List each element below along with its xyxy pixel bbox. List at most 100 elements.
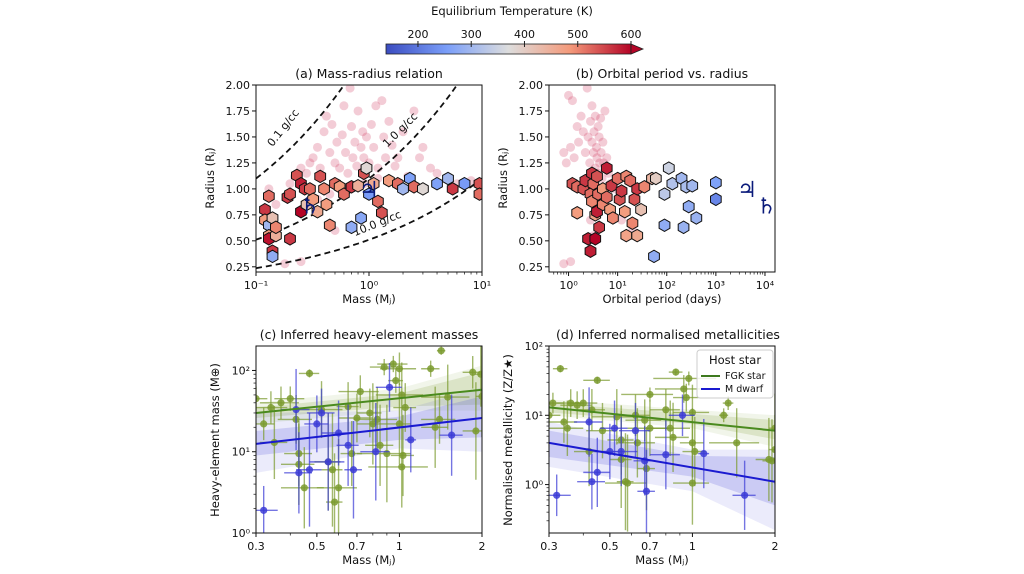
axes-frame bbox=[255, 345, 483, 534]
fgk-data-point bbox=[401, 403, 409, 412]
mdwarf-data-point bbox=[642, 487, 651, 495]
hot-jupiter-point bbox=[590, 111, 600, 121]
mdwarf-data-point bbox=[631, 427, 640, 435]
mdwarf-data-point bbox=[553, 491, 561, 499]
x-tick-label: 1 bbox=[689, 540, 696, 553]
hot-jupiter-point bbox=[366, 119, 376, 129]
planet-hexagon bbox=[624, 173, 637, 188]
y-tick-label: 1.75 bbox=[226, 105, 251, 118]
legend-mdwarf-label: M dwarf bbox=[725, 384, 764, 395]
mdwarf-confidence-band bbox=[549, 430, 775, 506]
hot-jupiter-point bbox=[358, 127, 368, 137]
x-tick-label: 10⁻¹ bbox=[244, 279, 268, 292]
fgk-data-point bbox=[672, 368, 680, 376]
hot-jupiter-point bbox=[339, 101, 349, 111]
fgk-data-point bbox=[334, 484, 343, 492]
x-tick-label: 10² bbox=[658, 279, 676, 292]
planet-hexagon bbox=[710, 175, 722, 190]
mdwarf-data-point bbox=[610, 424, 619, 432]
hot-jupiter-point bbox=[594, 132, 604, 142]
hot-jupiter-point bbox=[585, 158, 595, 168]
hot-jupiter-point bbox=[582, 85, 592, 93]
hot-jupiter-point bbox=[350, 137, 360, 147]
fgk-data-point bbox=[444, 393, 452, 401]
fgk-data-point bbox=[666, 424, 674, 432]
fgk-data-point bbox=[593, 376, 601, 384]
hot-jupiter-point bbox=[302, 168, 312, 178]
hot-jupiter-point bbox=[415, 153, 425, 163]
hot-jupiter-point bbox=[271, 199, 281, 209]
hot-jupiter-point bbox=[327, 119, 337, 129]
panel-d-xlabel: Mass (Mⱼ) bbox=[635, 553, 689, 567]
colorbar-label: Equilibrium Temperature (K) bbox=[431, 4, 593, 18]
hot-jupiter-point bbox=[574, 137, 584, 147]
planet-hexagon bbox=[263, 189, 275, 203]
fgk-data-point bbox=[646, 390, 654, 399]
hot-jupiter-point bbox=[583, 132, 593, 142]
hot-jupiter-point bbox=[381, 153, 391, 163]
planet-hexagon bbox=[589, 232, 602, 246]
hot-jupiter-point bbox=[602, 153, 612, 163]
hot-jupiter-point bbox=[596, 148, 606, 158]
planet-hexagon bbox=[677, 220, 690, 235]
fgk-data-point bbox=[685, 374, 693, 383]
hot-jupiter-point bbox=[337, 130, 347, 140]
planet-hexagon bbox=[408, 180, 420, 194]
mdwarf-fit-line bbox=[549, 441, 775, 483]
fgk-data-point bbox=[353, 414, 361, 422]
fgk-data-point bbox=[435, 415, 444, 423]
mdwarf-data-point bbox=[593, 468, 601, 476]
fgk-data-point bbox=[469, 368, 477, 376]
fgk-data-point bbox=[669, 433, 677, 441]
planet-hexagon bbox=[397, 182, 409, 196]
fgk-fit-line bbox=[256, 388, 482, 414]
fgk-data-point bbox=[427, 365, 435, 373]
planet-hexagon bbox=[662, 161, 675, 175]
planet-hexagon bbox=[648, 249, 660, 264]
panel-a-xlabel: Mass (Mⱼ) bbox=[342, 292, 396, 306]
fgk-data-point bbox=[267, 403, 275, 412]
hot-jupiter-point bbox=[315, 163, 325, 173]
fgk-data-point bbox=[682, 393, 690, 402]
hot-jupiter-point bbox=[559, 148, 569, 158]
fgk-data-point bbox=[398, 391, 406, 399]
fgk-data-point bbox=[720, 411, 728, 419]
panel-b-xlabel: Orbital period (days) bbox=[602, 292, 721, 306]
hot-jupiter-point bbox=[564, 90, 574, 100]
y-tick-label: 1.00 bbox=[519, 183, 544, 196]
planet-hexagon bbox=[446, 182, 459, 196]
hot-jupiter-point bbox=[561, 158, 571, 168]
fgk-data-point bbox=[277, 399, 285, 407]
hot-jupiter-point bbox=[321, 111, 331, 121]
panel-d-ylabel: Normalised metallicity (Z/Z★) bbox=[501, 354, 515, 526]
mdwarf-data-point bbox=[407, 436, 415, 444]
fgk-data-point bbox=[383, 449, 391, 458]
fgk-data-point bbox=[768, 457, 775, 465]
density-line bbox=[256, 177, 482, 270]
y-tick-label: 1.75 bbox=[519, 105, 544, 118]
mdwarf-data-point bbox=[344, 441, 352, 449]
y-tick-label: 0.50 bbox=[519, 235, 544, 248]
hot-jupiter-point bbox=[325, 148, 335, 158]
y-tick-label: 0.50 bbox=[226, 235, 251, 248]
y-tick-label: 2.00 bbox=[519, 79, 544, 92]
hot-jupiter-point bbox=[352, 161, 362, 171]
hot-jupiter-point bbox=[425, 163, 435, 173]
y-tick-label: 10⁰ bbox=[232, 527, 251, 540]
x-tick-label: 0.7 bbox=[348, 540, 366, 553]
planet-hexagon bbox=[458, 176, 471, 191]
y-tick-label: 1.50 bbox=[226, 131, 251, 144]
panel-a-title: (a) Mass-radius relation bbox=[295, 66, 443, 81]
mdwarf-data-point bbox=[317, 409, 326, 417]
hot-jupiter-point bbox=[390, 161, 400, 171]
hot-jupiter-point bbox=[578, 127, 588, 137]
planet-hexagon bbox=[376, 206, 388, 220]
hot-jupiter-point bbox=[588, 148, 598, 158]
hot-jupiter-point bbox=[384, 116, 394, 126]
x-tick-label: 2 bbox=[772, 540, 779, 553]
fgk-data-point bbox=[549, 399, 557, 407]
hot-jupiter-point bbox=[285, 179, 295, 189]
planet-hexagon bbox=[355, 211, 367, 225]
fgk-data-point bbox=[256, 395, 260, 403]
plot-area bbox=[256, 346, 482, 533]
